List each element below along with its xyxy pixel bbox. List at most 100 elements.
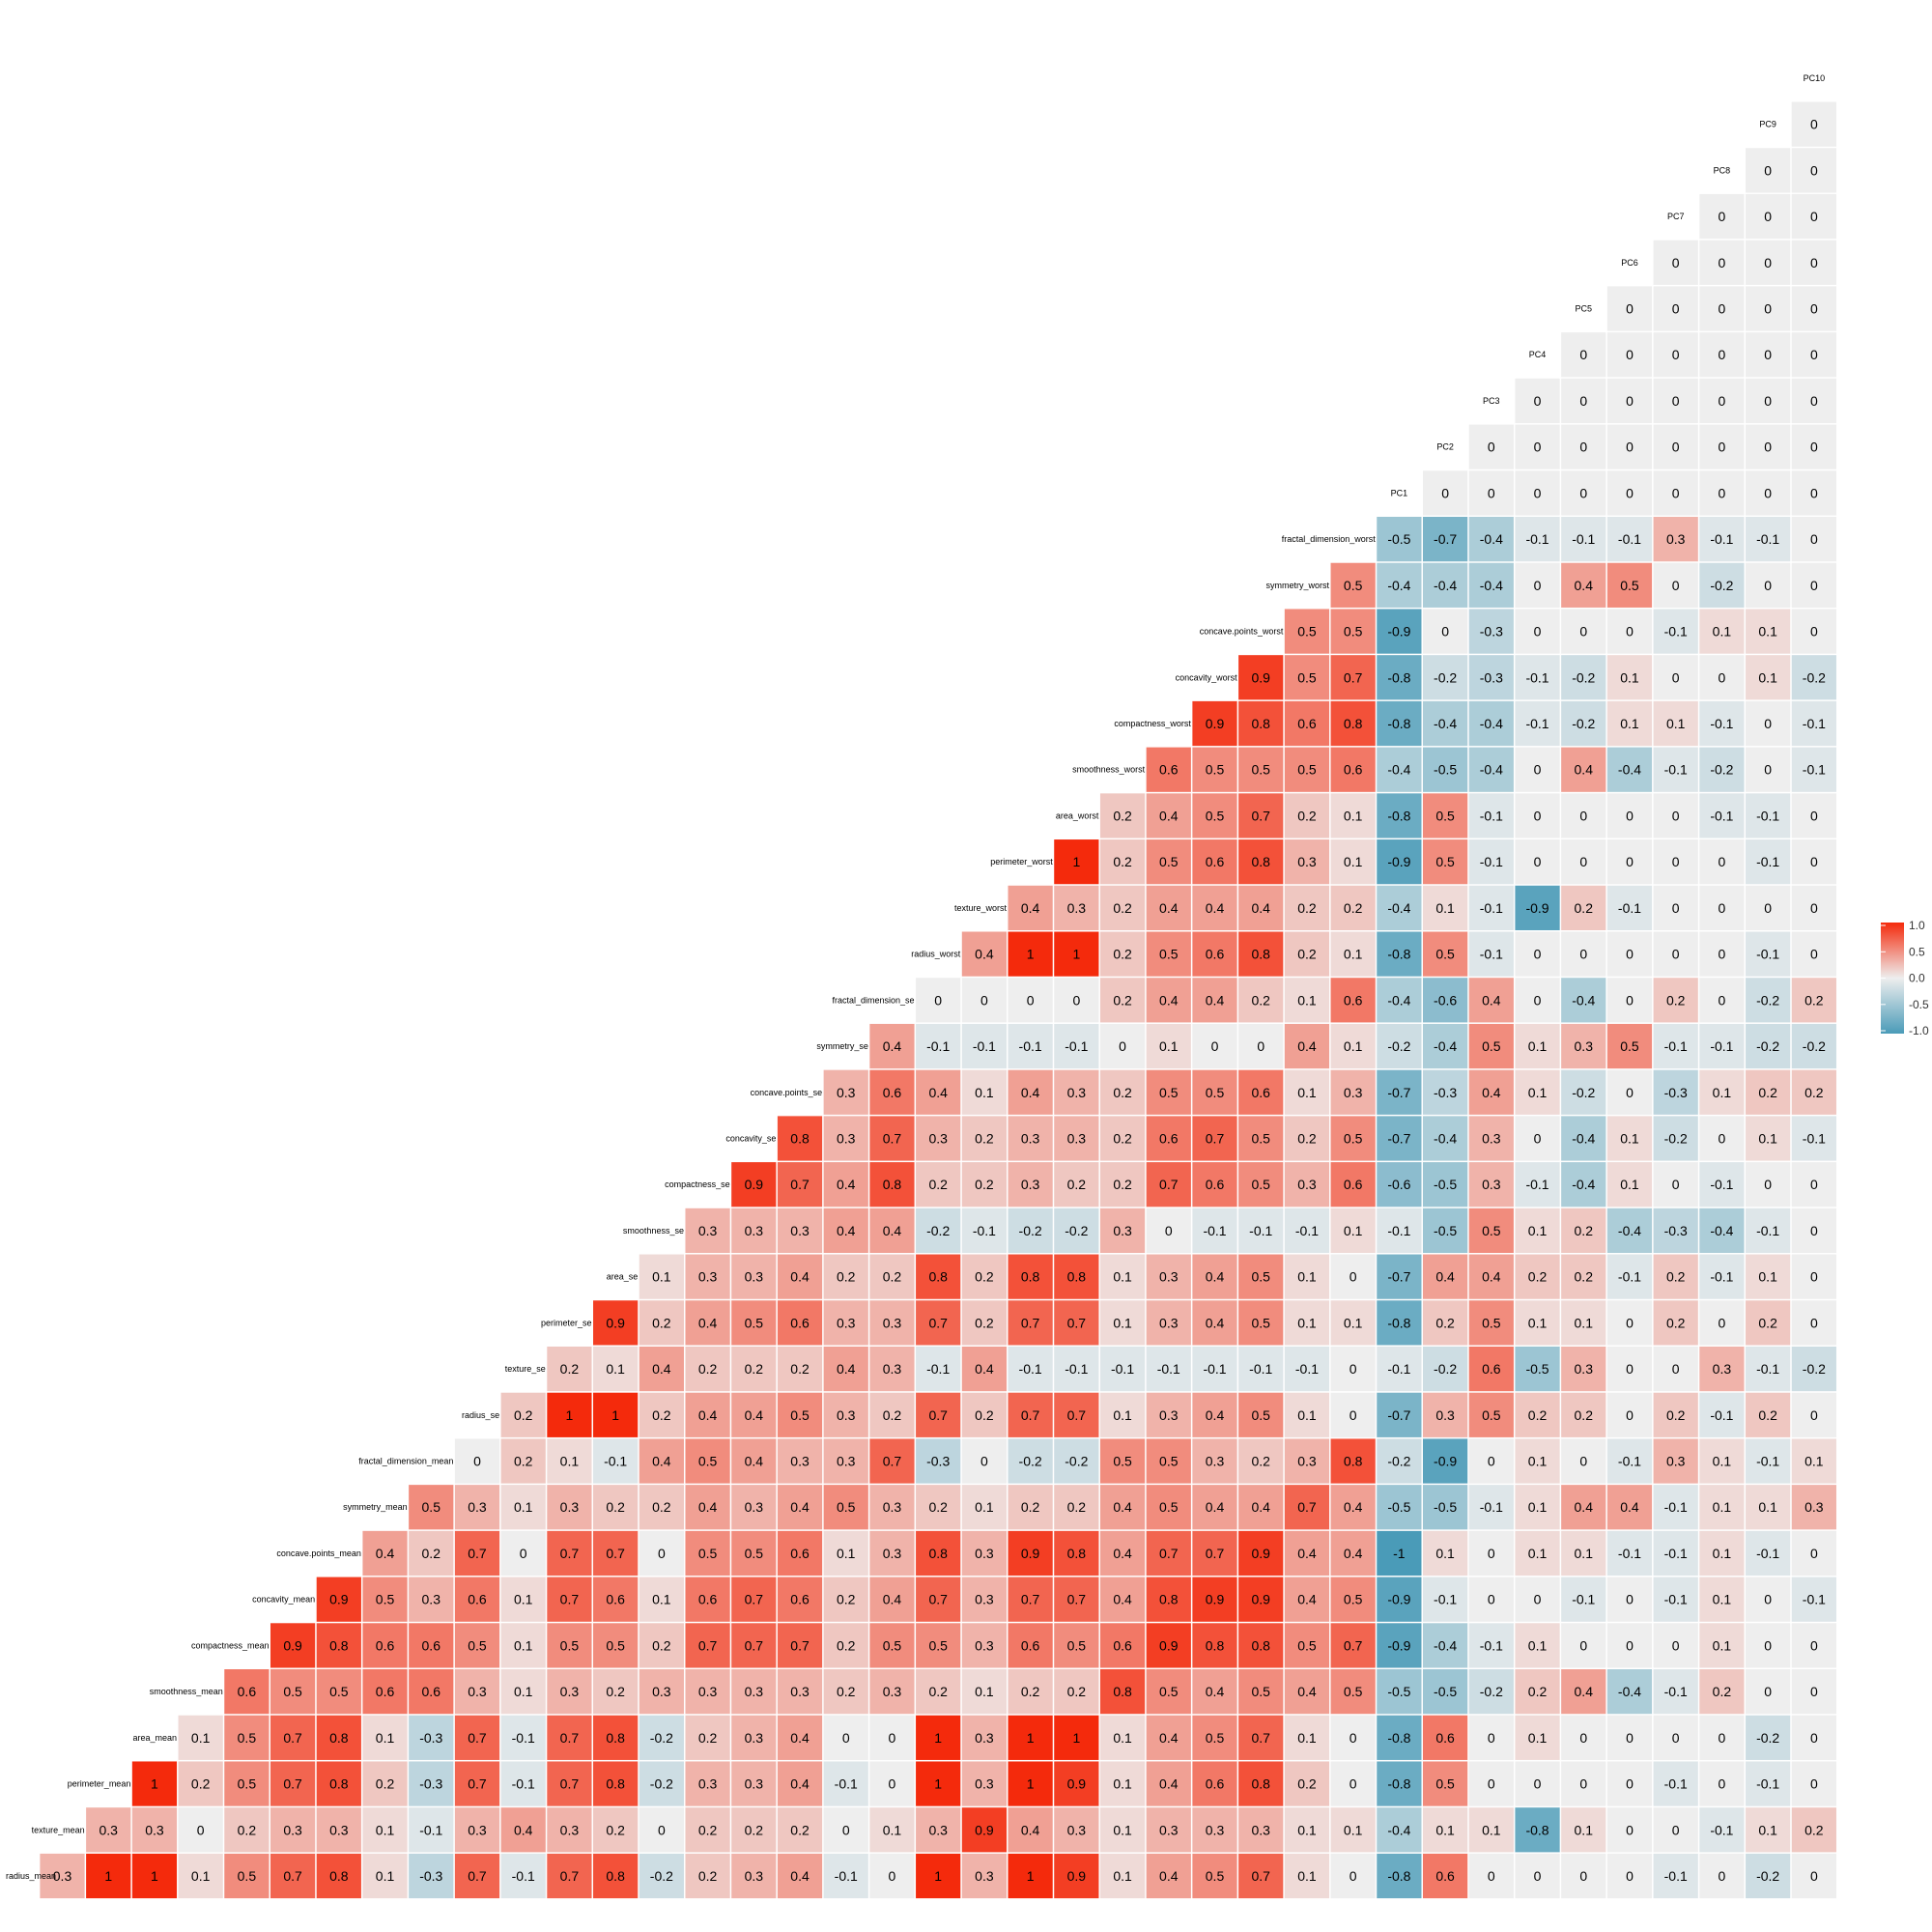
cell-value-label: -0.4 bbox=[1434, 1130, 1457, 1146]
variable-label: PC8 bbox=[1714, 165, 1731, 175]
heatmap-cell bbox=[1561, 931, 1606, 977]
heatmap-cell bbox=[685, 1485, 730, 1530]
cell-value-label: 0 bbox=[1719, 992, 1726, 1008]
heatmap-cell bbox=[1699, 424, 1745, 469]
cell-value-label: 0 bbox=[1534, 808, 1542, 823]
cell-value-label: -0.3 bbox=[1480, 669, 1503, 685]
heatmap-cell bbox=[1377, 1346, 1422, 1392]
heatmap-cell bbox=[1099, 1346, 1146, 1392]
cell-value-label: 0.4 bbox=[1575, 762, 1594, 778]
heatmap-cell bbox=[1746, 839, 1791, 885]
heatmap-cell bbox=[1699, 1577, 1745, 1622]
heatmap-cell bbox=[1330, 1761, 1376, 1806]
cell-value-label: 0.2 bbox=[698, 1868, 718, 1884]
heatmap-cell bbox=[1606, 700, 1653, 747]
heatmap-cell bbox=[1099, 1392, 1146, 1437]
cell-value-label: 0.8 bbox=[1344, 716, 1363, 731]
heatmap-cell bbox=[1422, 1807, 1468, 1853]
cell-value-label: 0 bbox=[1719, 1730, 1726, 1746]
heatmap-cell bbox=[1054, 1577, 1099, 1622]
cell-value-label: 0.1 bbox=[1113, 1269, 1132, 1285]
cell-value-label: 0.8 bbox=[329, 1776, 349, 1792]
variable-label: texture_se bbox=[505, 1364, 546, 1374]
cell-value-label: 0.5 bbox=[1435, 854, 1455, 869]
heatmap-cell bbox=[1099, 1485, 1146, 1530]
heatmap-cell bbox=[1515, 1254, 1560, 1299]
heatmap-cell bbox=[1377, 793, 1422, 838]
heatmap-cell bbox=[1653, 978, 1698, 1023]
heatmap-cell bbox=[1099, 1023, 1146, 1069]
heatmap-cell bbox=[1791, 1761, 1836, 1806]
cell-value-label: 0 bbox=[1764, 1177, 1772, 1192]
heatmap-cell bbox=[1377, 885, 1422, 930]
cell-value-label: 0.6 bbox=[1344, 1177, 1363, 1192]
heatmap-cell bbox=[1422, 1669, 1468, 1715]
cell-value-label: 0.3 bbox=[1251, 1822, 1270, 1837]
cell-value-label: 0.9 bbox=[1206, 716, 1225, 731]
cell-value-label: -0.1 bbox=[1387, 1361, 1410, 1377]
heatmap-cell bbox=[1099, 793, 1146, 838]
cell-value-label: -0.1 bbox=[1664, 1776, 1688, 1792]
cell-value-label: 0.5 bbox=[1482, 1223, 1501, 1238]
heatmap-cell bbox=[1099, 839, 1146, 885]
heatmap-cell bbox=[1284, 978, 1330, 1023]
variable-label: concavity_mean bbox=[252, 1595, 315, 1605]
heatmap-cell bbox=[961, 1761, 1008, 1806]
heatmap-cell bbox=[1284, 885, 1330, 930]
cell-value-label: -0.5 bbox=[1434, 1223, 1457, 1238]
cell-value-label: 0.3 bbox=[1067, 900, 1087, 916]
cell-value-label: 0.7 bbox=[1159, 1177, 1179, 1192]
heatmap-cell bbox=[1791, 1346, 1836, 1392]
cell-value-label: 0 bbox=[1810, 1407, 1818, 1423]
heatmap-cell bbox=[1468, 424, 1514, 469]
cell-value-label: 0.4 bbox=[1297, 1592, 1317, 1607]
heatmap-cell bbox=[1377, 1853, 1422, 1899]
heatmap-cell bbox=[1653, 424, 1698, 469]
heatmap-cell bbox=[685, 1530, 730, 1577]
heatmap-cell bbox=[1606, 1577, 1653, 1622]
cell-value-label: 0 bbox=[658, 1546, 666, 1561]
cell-value-label: 0.4 bbox=[883, 1592, 902, 1607]
cell-value-label: 0.6 bbox=[1435, 1730, 1455, 1746]
cell-value-label: 0 bbox=[1350, 1361, 1357, 1377]
heatmap-cell bbox=[1468, 1254, 1514, 1299]
cell-value-label: -0.1 bbox=[1203, 1361, 1226, 1377]
cell-value-label: 0.3 bbox=[975, 1637, 994, 1653]
heatmap-cell bbox=[1192, 1346, 1237, 1392]
cell-value-label: -0.5 bbox=[1434, 762, 1457, 778]
cell-value-label: 0.6 bbox=[1021, 1637, 1040, 1653]
cell-value-label: 0.2 bbox=[238, 1822, 257, 1837]
variable-label: compactness_mean bbox=[191, 1640, 270, 1650]
heatmap-cell bbox=[1330, 793, 1376, 838]
cell-value-label: 0.3 bbox=[1206, 1822, 1225, 1837]
cell-value-label: 0.1 bbox=[1528, 1454, 1548, 1469]
heatmap-cell bbox=[1054, 1208, 1099, 1254]
heatmap-cell bbox=[1791, 885, 1836, 930]
heatmap-cell bbox=[1791, 1392, 1836, 1437]
cell-value-label: 0.5 bbox=[745, 1315, 764, 1330]
cell-value-label: 0.3 bbox=[883, 1546, 902, 1561]
heatmap-cell bbox=[1192, 1300, 1237, 1346]
cell-value-label: 0 bbox=[1719, 947, 1726, 962]
heatmap-cell bbox=[500, 1853, 546, 1899]
heatmap-cell bbox=[1699, 1715, 1745, 1760]
heatmap-cell bbox=[1791, 1254, 1836, 1299]
cell-value-label: 0.5 bbox=[1344, 624, 1363, 639]
heatmap-cell bbox=[1377, 1669, 1422, 1715]
cell-value-label: 0 bbox=[1534, 485, 1542, 500]
cell-value-label: 0 bbox=[1672, 1637, 1680, 1653]
variable-label: PC7 bbox=[1667, 212, 1685, 221]
heatmap-cell bbox=[1008, 1623, 1053, 1668]
heatmap-cell bbox=[1515, 839, 1560, 885]
heatmap-cell bbox=[362, 1761, 408, 1806]
cell-value-label: 0 bbox=[1810, 531, 1818, 547]
heatmap-cell bbox=[1653, 1485, 1698, 1530]
heatmap-cell bbox=[961, 1853, 1008, 1899]
heatmap-cell bbox=[1606, 978, 1653, 1023]
cell-value-label: 0.4 bbox=[1113, 1499, 1132, 1515]
heatmap-cell bbox=[1008, 1346, 1053, 1392]
heatmap-cell bbox=[1653, 1807, 1698, 1853]
cell-value-label: 0 bbox=[1672, 669, 1680, 685]
heatmap-cell bbox=[1791, 747, 1836, 792]
cell-value-label: 0.9 bbox=[1251, 1546, 1270, 1561]
